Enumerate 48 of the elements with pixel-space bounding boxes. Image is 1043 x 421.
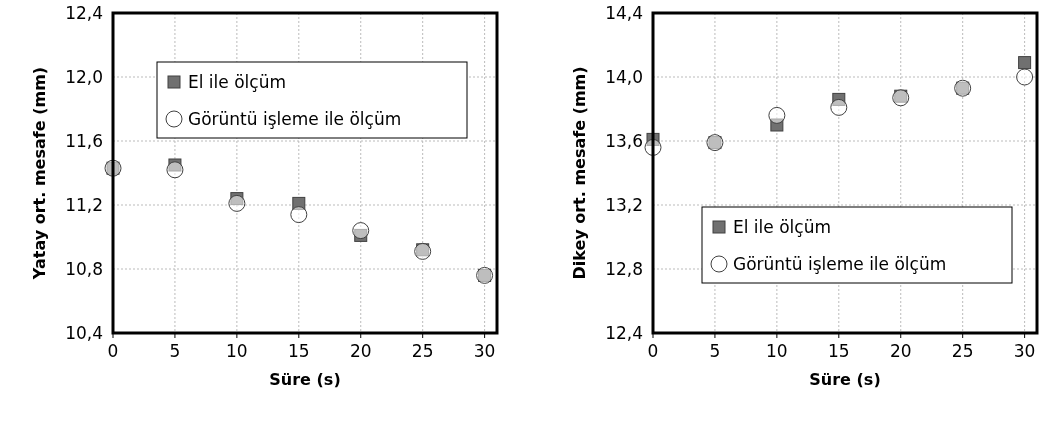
legend-label: El ile ölçüm xyxy=(733,217,831,237)
point xyxy=(768,106,786,124)
x-tick-label: 30 xyxy=(473,341,496,361)
x-tick-label: 5 xyxy=(709,341,721,361)
legend-label: El ile ölçüm xyxy=(188,72,286,92)
y-tick-label: 13,6 xyxy=(605,131,643,151)
y-tick-label: 11,2 xyxy=(65,195,103,215)
point xyxy=(166,161,184,179)
point xyxy=(770,118,784,132)
x-tick-label: 20 xyxy=(889,341,912,361)
point xyxy=(892,89,910,107)
y-tick-label: 14,4 xyxy=(605,3,643,23)
x-tick-label: 15 xyxy=(287,341,310,361)
point xyxy=(168,158,182,172)
x-tick-label: 0 xyxy=(107,341,119,361)
x-tick-label: 30 xyxy=(1013,341,1036,361)
point xyxy=(228,194,246,212)
x-tick-label: 25 xyxy=(411,341,434,361)
point xyxy=(230,192,244,206)
x-tick-label: 5 xyxy=(169,341,181,361)
y-axis-title: Dikey ort. mesafe (mm) xyxy=(570,66,589,280)
x-tick-label: 10 xyxy=(226,341,248,361)
y-tick-label: 12,0 xyxy=(65,67,103,87)
y-tick-label: 12,4 xyxy=(605,323,643,343)
point xyxy=(292,196,306,210)
legend-label: Görüntü işleme ile ölçüm xyxy=(733,254,947,274)
y-tick-label: 10,8 xyxy=(65,259,103,279)
y-tick-label: 10,4 xyxy=(65,323,103,343)
x-tick-label: 25 xyxy=(951,341,974,361)
y-tick-label: 12,4 xyxy=(65,3,103,23)
point xyxy=(354,228,368,242)
x-tick-label: 15 xyxy=(827,341,850,361)
x-axis-title: Süre (s) xyxy=(809,370,881,389)
y-tick-label: 13,2 xyxy=(605,195,643,215)
x-tick-label: 20 xyxy=(349,341,372,361)
x-axis-title: Süre (s) xyxy=(269,370,341,389)
point xyxy=(352,222,370,240)
point xyxy=(832,92,846,106)
x-tick-label: 0 xyxy=(647,341,659,361)
point xyxy=(1018,56,1032,70)
point xyxy=(894,89,908,103)
y-axis-title: Yatay ort. mesafe (mm) xyxy=(30,66,49,281)
y-tick-label: 12,8 xyxy=(605,259,643,279)
point xyxy=(830,98,848,116)
legend-label: Görüntü işleme ile ölçüm xyxy=(188,109,402,129)
x-tick-label: 10 xyxy=(766,341,788,361)
y-tick-label: 11,6 xyxy=(65,131,103,151)
y-tick-label: 14,0 xyxy=(605,67,643,87)
